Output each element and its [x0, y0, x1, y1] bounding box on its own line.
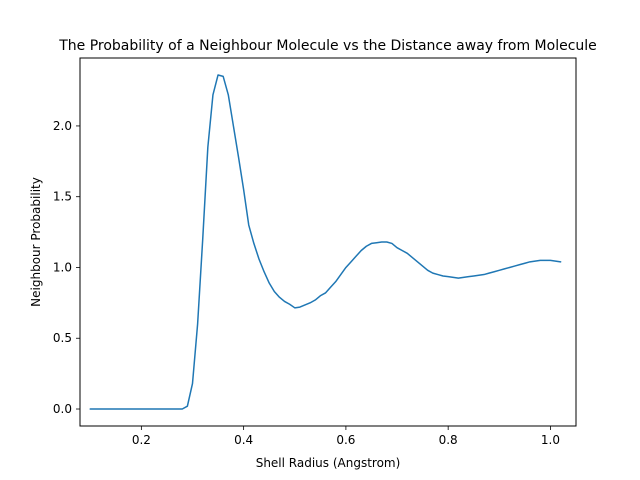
y-tick-label: 0.5	[53, 331, 72, 345]
y-tick-label: 1.5	[53, 190, 72, 204]
chart-title: The Probability of a Neighbour Molecule …	[58, 38, 597, 54]
y-tick-label: 1.0	[53, 260, 72, 274]
x-tick-label: 0.2	[132, 433, 151, 447]
x-tick-label: 1.0	[541, 433, 560, 447]
series-line-0	[89, 74, 562, 410]
y-tick-label: 2.0	[53, 119, 72, 133]
plot-area	[89, 74, 562, 410]
axes-frame	[79, 57, 577, 427]
x-axis-ticks: 0.2 0.4 0.6 0.8 1.0	[132, 426, 560, 447]
x-tick-label: 0.8	[439, 433, 458, 447]
x-axis-label: Shell Radius (Angstrom)	[256, 456, 401, 470]
y-tick-label: 0.0	[53, 402, 72, 416]
x-tick-label: 0.6	[336, 433, 355, 447]
y-axis-label: Neighbour Probability	[29, 177, 43, 307]
x-tick-label: 0.4	[234, 433, 253, 447]
y-axis-ticks: 0.0 0.5 1.0 1.5 2.0	[53, 119, 80, 416]
